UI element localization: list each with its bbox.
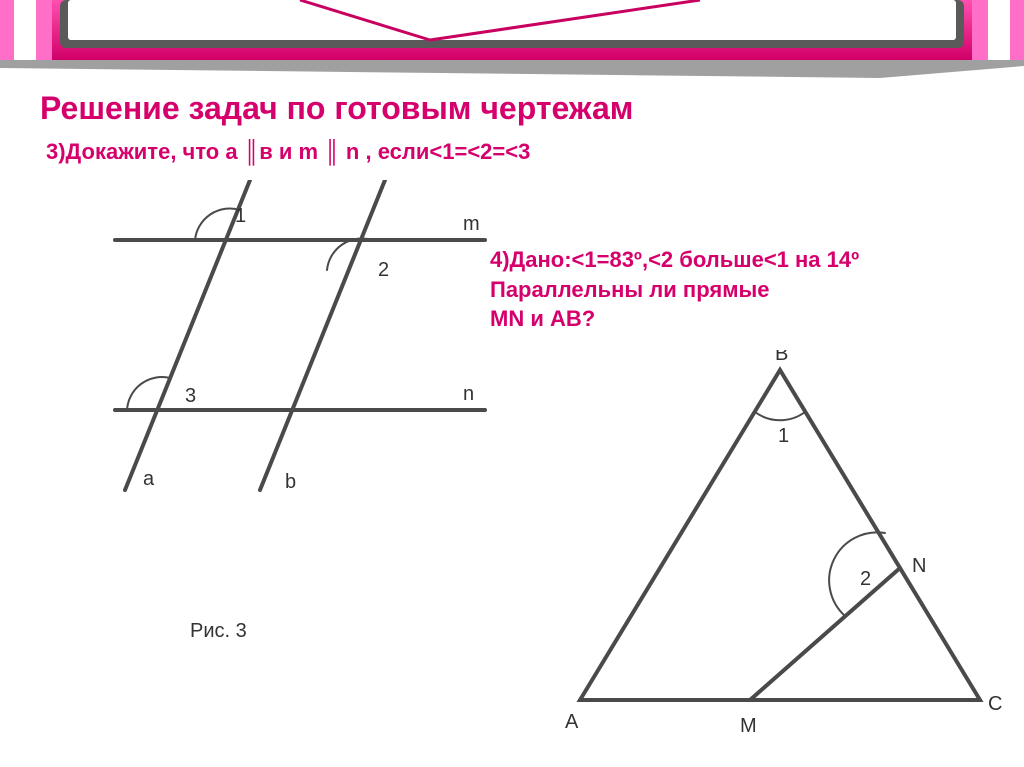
label-tri-angle-2: 2 [860, 568, 871, 590]
segment-mn [750, 568, 900, 700]
label-b: b [285, 471, 296, 493]
problem-4-line1: 4)Дано:<1=83º,<2 больше<1 на 14º [490, 245, 859, 275]
diagram-triangle: A B C M N 1 2 [540, 350, 1010, 750]
vertex-c: C [988, 693, 1002, 715]
label-a: a [143, 468, 155, 490]
slide-content: Решение задач по готовым чертежам 3)Дока… [40, 90, 984, 185]
problem-3-text: 3)Докажите, что a ║в и m ║ n , если<1=<2… [46, 139, 984, 165]
line-b [260, 180, 385, 490]
line-a [125, 180, 250, 490]
point-n: N [912, 555, 926, 577]
problem-4-line2: Параллельны ли прямые [490, 275, 859, 305]
label-m: m [463, 213, 480, 235]
label-angle-1: 1 [235, 205, 246, 227]
point-m: M [740, 715, 757, 737]
vertex-a: A [565, 711, 579, 733]
page-title: Решение задач по готовым чертежам [40, 90, 984, 127]
label-angle-3: 3 [185, 385, 196, 407]
angle-1-arc-tri [755, 412, 805, 420]
label-angle-2: 2 [378, 259, 389, 281]
diagram-parallel-lines: m n a b 1 2 3 [85, 180, 505, 520]
problem-4-text: 4)Дано:<1=83º,<2 больше<1 на 14º Паралле… [490, 245, 859, 334]
label-n: n [463, 383, 474, 405]
label-tri-angle-1: 1 [778, 425, 789, 447]
slide-banner [0, 0, 1024, 78]
problem-4-line3: MN и АВ? [490, 304, 859, 334]
figure-caption: Рис. 3 [190, 620, 247, 643]
vertex-b: B [775, 350, 788, 365]
